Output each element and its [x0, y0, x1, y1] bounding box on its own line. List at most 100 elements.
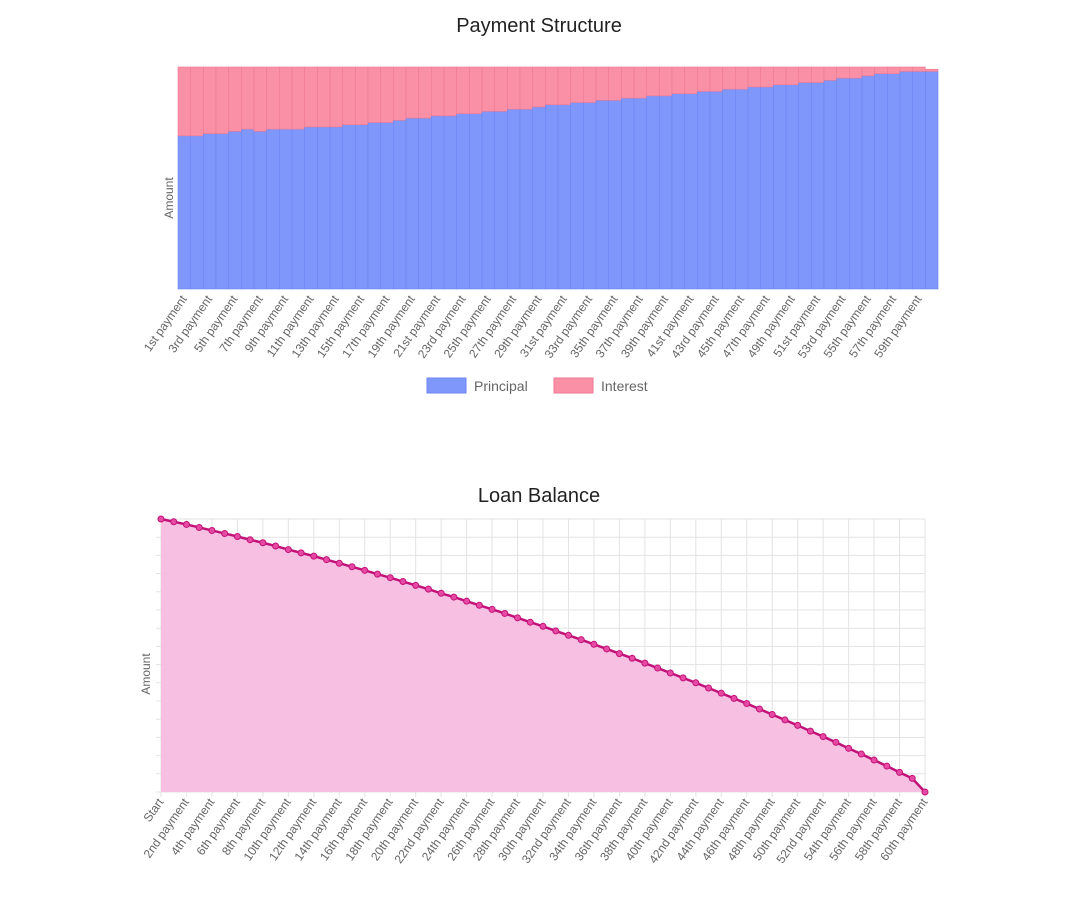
balance-point-21st-payment[interactable] — [424, 585, 432, 593]
bar-interest-60th-payment[interactable] — [925, 68, 939, 72]
bar-interest-42nd-payment[interactable] — [697, 66, 711, 92]
balance-point-12th-payment[interactable] — [310, 552, 318, 560]
balance-point-37th-payment[interactable] — [628, 654, 636, 662]
balance-point-1st-payment[interactable] — [170, 518, 178, 526]
balance-point-39th-payment[interactable] — [654, 664, 662, 672]
legend-label-interest[interactable]: Interest — [601, 378, 648, 394]
bar-interest-18th-payment[interactable] — [393, 66, 407, 121]
balance-point-42nd-payment[interactable] — [692, 679, 700, 687]
bar-interest-12th-payment[interactable] — [317, 66, 331, 128]
balance-point-8th-payment[interactable] — [259, 539, 267, 547]
bar-principal-3rd-payment[interactable] — [203, 133, 217, 290]
bar-interest-4th-payment[interactable] — [215, 66, 229, 134]
balance-point-32nd-payment[interactable] — [564, 631, 572, 639]
balance-point-57th-payment[interactable] — [883, 762, 891, 770]
bar-principal-45th-payment[interactable] — [735, 88, 749, 290]
balance-point-26th-payment[interactable] — [488, 605, 496, 613]
bar-principal-44th-payment[interactable] — [722, 88, 736, 290]
bar-interest-15th-payment[interactable] — [355, 66, 369, 126]
bar-principal-24th-payment[interactable] — [469, 113, 483, 290]
bar-interest-27th-payment[interactable] — [507, 66, 521, 110]
bar-principal-19th-payment[interactable] — [405, 117, 419, 290]
bar-principal-41st-payment[interactable] — [684, 93, 698, 290]
balance-point-59th-payment[interactable] — [908, 774, 916, 782]
bar-interest-3rd-payment[interactable] — [203, 66, 217, 134]
bar-principal-43rd-payment[interactable] — [709, 91, 723, 290]
balance-point-28th-payment[interactable] — [514, 614, 522, 622]
balance-point-50th-payment[interactable] — [794, 721, 802, 729]
bar-interest-35th-payment[interactable] — [608, 66, 622, 101]
balance-point-4th-payment[interactable] — [208, 526, 216, 534]
balance-point-15th-payment[interactable] — [348, 563, 356, 571]
bar-interest-28th-payment[interactable] — [519, 66, 533, 110]
bar-interest-24th-payment[interactable] — [469, 66, 483, 114]
bar-interest-43rd-payment[interactable] — [709, 66, 723, 92]
bar-interest-23rd-payment[interactable] — [456, 66, 470, 114]
balance-point-49th-payment[interactable] — [781, 716, 789, 724]
bar-principal-55th-payment[interactable] — [861, 75, 875, 290]
bar-principal-50th-payment[interactable] — [798, 82, 812, 290]
bar-principal-23rd-payment[interactable] — [456, 113, 470, 290]
bar-principal-49th-payment[interactable] — [785, 84, 799, 290]
bar-interest-46th-payment[interactable] — [747, 66, 761, 88]
balance-point-45th-payment[interactable] — [730, 694, 738, 702]
bar-interest-53rd-payment[interactable] — [836, 66, 850, 79]
bar-interest-26th-payment[interactable] — [494, 66, 508, 112]
balance-point-25th-payment[interactable] — [475, 601, 483, 609]
bar-principal-60th-payment[interactable] — [925, 71, 939, 290]
balance-point-3rd-payment[interactable] — [195, 523, 203, 531]
balance-point-22nd-payment[interactable] — [437, 589, 445, 597]
balance-point-27th-payment[interactable] — [501, 609, 509, 617]
bar-principal-22nd-payment[interactable] — [443, 115, 457, 290]
balance-point-55th-payment[interactable] — [857, 750, 865, 758]
balance-point-24th-payment[interactable] — [463, 597, 471, 605]
bar-interest-31st-payment[interactable] — [557, 66, 571, 106]
bar-principal-2nd-payment[interactable] — [190, 135, 204, 290]
bar-interest-48th-payment[interactable] — [773, 66, 787, 86]
balance-point-60th-payment[interactable] — [921, 788, 929, 796]
bar-interest-17th-payment[interactable] — [380, 66, 394, 123]
bar-principal-52nd-payment[interactable] — [823, 80, 837, 290]
bar-interest-56th-payment[interactable] — [874, 66, 888, 74]
balance-point-18th-payment[interactable] — [386, 574, 394, 582]
bar-interest-22nd-payment[interactable] — [443, 66, 457, 117]
bar-principal-32nd-payment[interactable] — [570, 102, 584, 290]
bar-principal-58th-payment[interactable] — [899, 71, 913, 290]
bar-principal-5th-payment[interactable] — [228, 131, 242, 290]
balance-point-16th-payment[interactable] — [361, 566, 369, 574]
bar-principal-27th-payment[interactable] — [507, 108, 521, 290]
balance-point-7th-payment[interactable] — [246, 536, 254, 544]
bar-principal-26th-payment[interactable] — [494, 111, 508, 290]
balance-point-46th-payment[interactable] — [743, 700, 751, 708]
bar-interest-9th-payment[interactable] — [279, 66, 293, 130]
bar-interest-38th-payment[interactable] — [646, 66, 660, 97]
bar-interest-11th-payment[interactable] — [304, 66, 318, 128]
balance-point-31st-payment[interactable] — [552, 627, 560, 635]
bar-interest-47th-payment[interactable] — [760, 66, 774, 88]
balance-point-40th-payment[interactable] — [666, 669, 674, 677]
balance-point-29th-payment[interactable] — [526, 618, 534, 626]
balance-point-2nd-payment[interactable] — [182, 520, 190, 528]
bar-interest-45th-payment[interactable] — [735, 66, 749, 90]
bar-interest-40th-payment[interactable] — [671, 66, 685, 94]
bar-principal-40th-payment[interactable] — [671, 93, 685, 290]
bar-principal-31st-payment[interactable] — [557, 104, 571, 290]
bar-principal-17th-payment[interactable] — [380, 122, 394, 290]
balance-point-52nd-payment[interactable] — [819, 733, 827, 741]
bar-principal-12th-payment[interactable] — [317, 126, 331, 290]
legend-label-principal[interactable]: Principal — [474, 378, 528, 394]
bar-interest-10th-payment[interactable] — [291, 66, 305, 130]
bar-interest-36th-payment[interactable] — [621, 66, 635, 99]
bar-interest-59th-payment[interactable] — [912, 66, 926, 72]
bar-interest-57th-payment[interactable] — [887, 66, 901, 74]
bar-interest-52nd-payment[interactable] — [823, 66, 837, 81]
balance-point-54th-payment[interactable] — [845, 744, 853, 752]
bar-principal-10th-payment[interactable] — [291, 128, 305, 290]
bar-interest-2nd-payment[interactable] — [190, 66, 204, 137]
balance-point-47th-payment[interactable] — [755, 705, 763, 713]
bar-principal-57th-payment[interactable] — [887, 73, 901, 290]
bar-principal-30th-payment[interactable] — [545, 104, 559, 290]
legend-swatch-interest[interactable] — [553, 377, 594, 394]
bar-interest-44th-payment[interactable] — [722, 66, 736, 90]
bar-principal-37th-payment[interactable] — [633, 97, 647, 290]
